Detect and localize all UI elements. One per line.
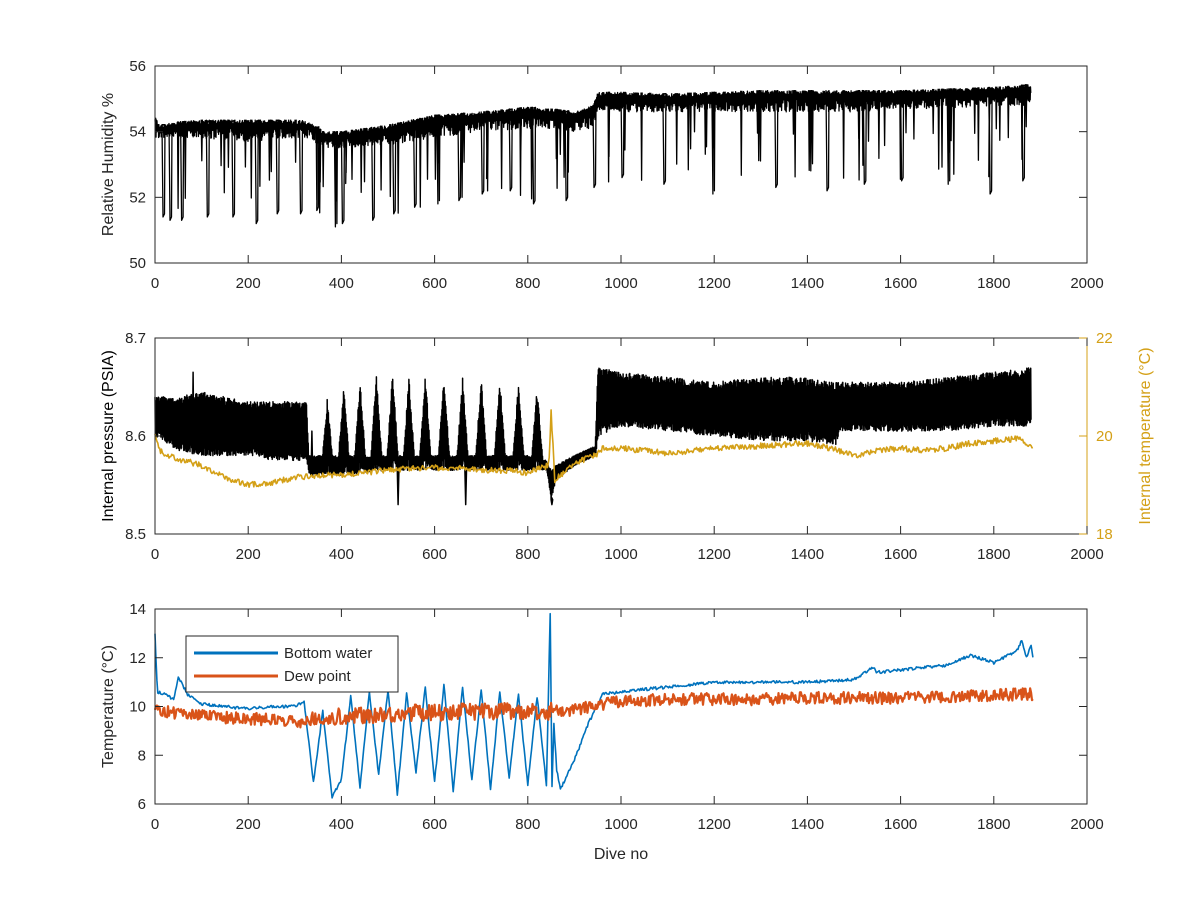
right-y-tick-label: 20 <box>1096 428 1113 445</box>
temperature-panel: 0 200 400 600 800 1000 1200 1400 1600 1800 2000 6 8 1… <box>100 601 1104 863</box>
y-tick-label: 54 <box>129 124 146 141</box>
y-tick-label: 12 <box>129 650 146 667</box>
x-tick-label: 1800 <box>977 275 1010 292</box>
x-tick-label: 1400 <box>791 546 824 563</box>
internal-temperature-series-line <box>154 409 1034 489</box>
humidity-series-layer <box>154 84 1032 228</box>
x-tick-label: 2000 <box>1070 275 1103 292</box>
y-tick-label: 52 <box>129 189 146 206</box>
y-tick-label: 8.6 <box>125 428 146 445</box>
x-tick-label: 1000 <box>604 275 637 292</box>
legend: Bottom water Dew point <box>185 635 399 693</box>
x-tick-label: 1600 <box>884 546 917 563</box>
x-tick-label: 1800 <box>977 816 1010 833</box>
right-y-tick-label: 22 <box>1096 330 1113 347</box>
x-tick-label: 2000 <box>1070 816 1103 833</box>
x-tick-label: 1800 <box>977 546 1010 563</box>
temperature-series-layer <box>153 612 1034 799</box>
x-tick-label: 800 <box>515 275 540 292</box>
x-tick-label: 1000 <box>604 546 637 563</box>
dew-point-series-line <box>153 687 1034 729</box>
x-tick-label: 600 <box>422 816 447 833</box>
x-tick-label: 1200 <box>698 816 731 833</box>
x-tick-label: 1400 <box>791 275 824 292</box>
x-tick-label: 0 <box>151 546 159 563</box>
y-tick-label: 6 <box>138 796 146 813</box>
legend-box <box>185 635 399 693</box>
x-tick-label: 800 <box>515 816 540 833</box>
x-tick-label: 0 <box>151 275 159 292</box>
x-tick-label: 1600 <box>884 275 917 292</box>
y-tick-label: 10 <box>129 699 146 716</box>
humidity-ticks: 0 200 400 600 800 1000 1200 1400 1600 1800 2000 50 5… <box>129 58 1103 292</box>
temperature-y-axis-label: Temperature (°C) <box>100 645 117 768</box>
bottom-water-series-line <box>154 612 1034 799</box>
x-tick-label: 600 <box>422 275 447 292</box>
x-tick-label: 400 <box>329 275 354 292</box>
dive-no-x-axis-label: Dive no <box>594 846 648 863</box>
temperature-ticks: 0 200 400 600 800 1000 1200 1400 1600 1800 2000 6 8 1… <box>129 601 1103 833</box>
x-tick-label: 1200 <box>698 275 731 292</box>
x-tick-label: 0 <box>151 816 159 833</box>
y-tick-label: 8.7 <box>125 330 146 347</box>
pressure-panel: 0 200 400 600 800 1000 1200 1400 1600 1800 2000 8.5… <box>100 330 1154 563</box>
x-tick-label: 200 <box>236 546 261 563</box>
humidity-panel: 0 200 400 600 800 1000 1200 1400 1600 1800 2000 50 5… <box>100 58 1104 292</box>
x-tick-label: 1600 <box>884 816 917 833</box>
y-tick-label: 50 <box>129 255 146 272</box>
y-tick-label: 8 <box>138 747 146 764</box>
x-tick-label: 400 <box>329 816 354 833</box>
legend-label-dew-point: Dew point <box>284 668 352 685</box>
y-tick-label: 14 <box>129 601 146 618</box>
x-tick-label: 1000 <box>604 816 637 833</box>
y-tick-label: 8.5 <box>125 526 146 543</box>
x-tick-label: 400 <box>329 546 354 563</box>
legend-label-bottom-water: Bottom water <box>284 645 372 662</box>
pressure-series-layer <box>154 367 1034 506</box>
pressure-y-axis-label: Internal pressure (PSIA) <box>100 350 117 522</box>
right-y-tick-label: 18 <box>1096 526 1113 543</box>
x-tick-label: 1400 <box>791 816 824 833</box>
x-tick-label: 600 <box>422 546 447 563</box>
pressure-ticks: 0 200 400 600 800 1000 1200 1400 1600 1800 2000 8.5… <box>125 330 1113 563</box>
x-tick-label: 800 <box>515 546 540 563</box>
x-tick-label: 1200 <box>698 546 731 563</box>
x-tick-label: 200 <box>236 816 261 833</box>
x-tick-label: 2000 <box>1070 546 1103 563</box>
internal-temperature-y-axis-label: Internal temperature (°C) <box>1137 347 1154 524</box>
humidity-y-axis-label: Relative Humidity % <box>100 93 117 236</box>
x-tick-label: 200 <box>236 275 261 292</box>
humidity-series-line <box>154 84 1032 228</box>
y-tick-label: 56 <box>129 58 146 75</box>
